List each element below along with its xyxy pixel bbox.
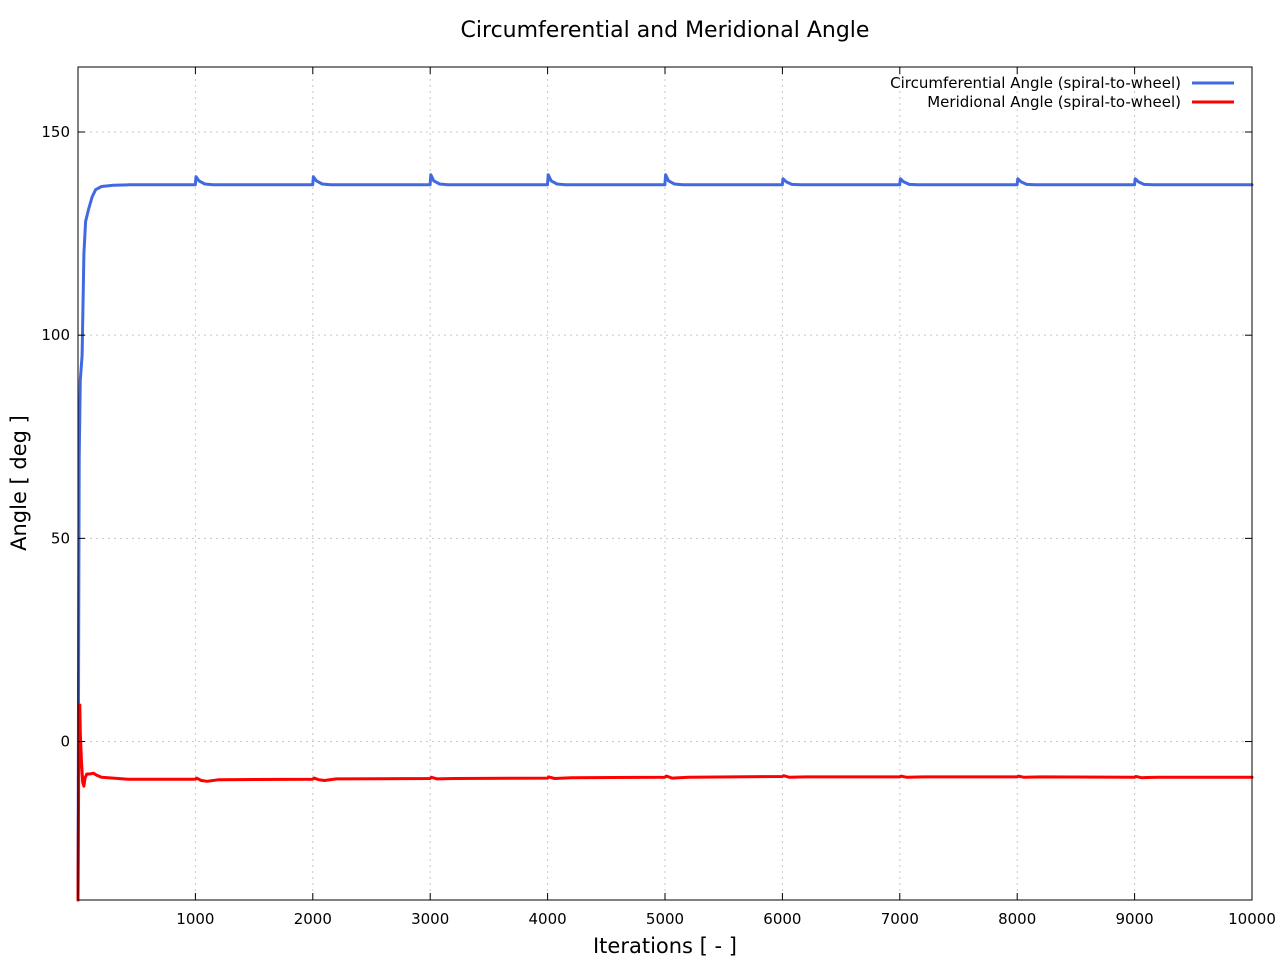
legend-label: Circumferential Angle (spiral-to-wheel)	[890, 74, 1181, 92]
y-tick-label: 100	[41, 326, 70, 344]
x-tick-label: 8000	[998, 910, 1036, 928]
series-line-meridional	[76, 703, 1254, 902]
x-tick-label: 2000	[294, 910, 332, 928]
x-tick-label: 10000	[1228, 910, 1276, 928]
chart-title: Circumferential and Meridional Angle	[461, 18, 870, 43]
x-tick-label: 7000	[881, 910, 919, 928]
y-tick-label: 0	[60, 733, 70, 751]
y-tick-label: 50	[51, 529, 70, 547]
legend: Circumferential Angle (spiral-to-wheel)M…	[890, 74, 1234, 111]
x-tick-label: 5000	[646, 910, 684, 928]
ticks: 1000 2000 3000 4000 5000 6000 7000 8000 9000 1000…	[41, 67, 1276, 928]
x-tick-label: 3000	[411, 910, 449, 928]
y-tick-label: 150	[41, 123, 70, 141]
series-layer	[76, 173, 1254, 902]
x-tick-label: 9000	[1116, 910, 1154, 928]
legend-label: Meridional Angle (spiral-to-wheel)	[927, 93, 1181, 111]
x-tick-label: 4000	[529, 910, 567, 928]
x-tick-label: 1000	[176, 910, 214, 928]
series-line-circumferential	[76, 173, 1254, 902]
x-tick-label: 6000	[763, 910, 801, 928]
x-axis-label: Iterations [ - ]	[593, 934, 737, 958]
y-axis-label: Angle [ deg ]	[7, 415, 31, 551]
grid	[78, 67, 1252, 900]
